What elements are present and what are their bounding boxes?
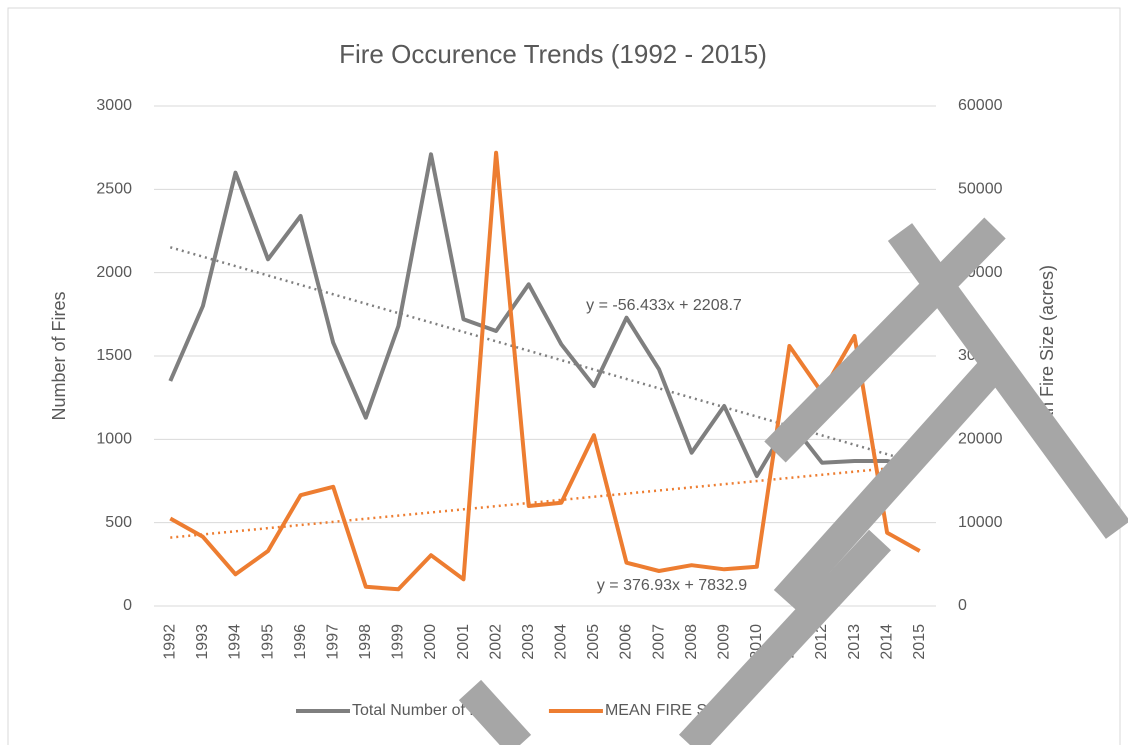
y-tick-label: 2000 — [96, 264, 132, 281]
series-line — [169, 150, 921, 592]
x-tick-label: 2008 — [683, 624, 700, 660]
x-tick-label: 2006 — [618, 624, 635, 660]
x-tick-label: 1996 — [292, 624, 309, 660]
x-tick-label: 2000 — [422, 624, 439, 660]
x-tick-label: 2004 — [553, 624, 570, 660]
x-tick-label: 2012 — [813, 624, 830, 660]
x-tick-label: 2009 — [715, 624, 732, 660]
y-tick-label: 2500 — [96, 181, 132, 198]
y-tick-label: 3000 — [96, 97, 132, 114]
x-tick-label: 1999 — [390, 624, 407, 660]
y-axis-title: Number of Fires — [49, 291, 69, 420]
x-tick-label: 2014 — [878, 624, 895, 660]
x-tick-label: 2001 — [455, 624, 472, 660]
x-tick-label: 1994 — [227, 624, 244, 660]
x-tick-label: 2005 — [585, 624, 602, 660]
x-tick-label: 1992 — [162, 624, 179, 660]
y2-tick-label: 50000 — [958, 181, 1003, 198]
chart-title: Fire Occurence Trends (1992 - 2015) — [339, 39, 767, 69]
x-tick-label: 1998 — [357, 624, 374, 660]
x-tick-label: 2013 — [846, 624, 863, 660]
x-tick-label: 2002 — [487, 624, 504, 660]
x-tick-label: 1997 — [324, 624, 341, 660]
y2-tick-label: 60000 — [958, 97, 1003, 114]
trendline — [169, 246, 921, 465]
x-tick-label: 1995 — [259, 624, 276, 660]
y-tick-label: 0 — [123, 597, 132, 614]
y2-tick-label: 10000 — [958, 514, 1003, 531]
trendline-label: y = -56.433x + 2208.7 — [586, 297, 742, 314]
y-tick-label: 500 — [105, 514, 132, 531]
trendline-label: y = 376.93x + 7832.9 — [597, 577, 747, 594]
watermark — [458, 217, 1128, 745]
y-tick-label: 1000 — [96, 431, 132, 448]
x-tick-label: 2015 — [911, 624, 928, 660]
x-tick-label: 1993 — [194, 624, 211, 660]
y2-tick-label: 0 — [958, 597, 967, 614]
x-tick-label: 2003 — [520, 624, 537, 660]
y-tick-label: 1500 — [96, 347, 132, 364]
chart-frame — [7, 7, 1121, 745]
y2-tick-label: 20000 — [958, 431, 1003, 448]
x-tick-label: 2007 — [650, 624, 667, 660]
